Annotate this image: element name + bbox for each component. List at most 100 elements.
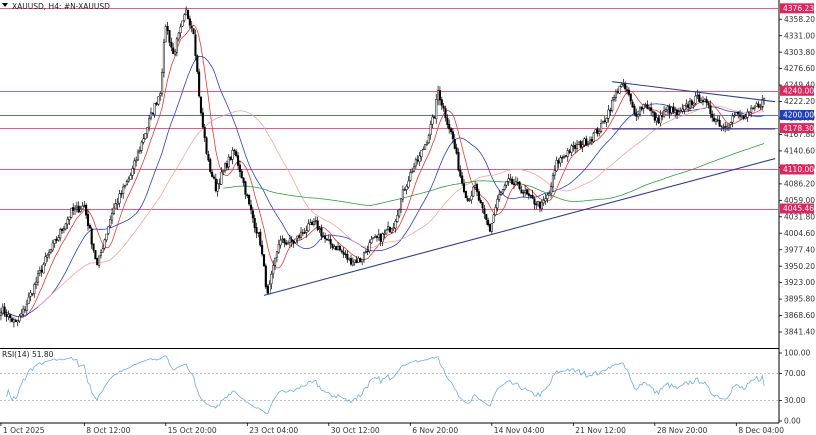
candle-body [566,150,569,157]
price-tick-label: 4086.20 [784,179,815,188]
price-tick-label: 4140.60 [784,147,815,156]
candle-body [283,238,286,244]
candle-body [22,308,25,315]
candle-body [48,251,51,256]
dropdown-triangle-icon[interactable] [2,3,8,7]
candle-body [335,246,338,251]
candle-body [564,155,567,157]
candle-body [594,129,597,133]
candle-body [448,123,451,130]
candle-body [731,115,734,123]
candle-body [633,105,636,115]
candle-body [661,115,664,117]
candle-body [511,178,514,185]
candle-body [557,160,560,164]
candle-body [453,139,456,149]
candle-body [68,216,71,220]
price-tick-label: 4358.20 [784,15,815,24]
candle-body [111,212,114,221]
candle-body [707,102,710,106]
candle-body [487,219,490,226]
candle-body [625,89,629,91]
candle-body [244,181,247,195]
candle-body [742,115,745,119]
candle-body [38,270,41,274]
candle-body [396,215,399,222]
candle-body [144,133,147,139]
candle-body [516,182,519,184]
candle-body [307,223,310,231]
candle-body [581,144,584,148]
candle-body [57,237,60,241]
candle-body [157,96,160,105]
candle-body [112,207,115,214]
candle-body [475,184,479,192]
rsi-tick-label: 100.00 [784,349,810,358]
candle-body [505,181,508,186]
candle-body [603,120,606,123]
candle-body [572,145,575,147]
candle-body [518,181,521,190]
candle-body [479,199,482,204]
candle-body [246,194,249,197]
symbol-header: XAUUSD, H4: #N-XAUUSD [2,2,110,11]
candle-body [140,141,143,151]
candle-body [125,181,128,185]
candle-body [713,117,716,122]
candle-body [418,155,421,162]
candle-body [431,116,434,125]
candle-body [753,106,756,109]
candle-body [218,183,221,185]
ma-mid-line [0,55,765,317]
candle-body [726,126,729,129]
candle-body [288,238,291,243]
candle-body [542,199,545,204]
candle-body [1,306,4,314]
candle-body [309,222,312,225]
candle-body [629,93,632,102]
candle-body [631,101,634,108]
price-tick-label: 3923.00 [784,278,815,287]
candle-body [344,253,347,255]
candle-body [277,243,280,253]
trendlines [263,81,776,296]
candle-body [696,94,699,97]
candle-body [444,108,447,119]
candle-body [735,112,738,116]
candle-body [679,110,682,112]
candle-body [494,207,497,216]
candle-body [199,96,203,114]
candle-body [231,150,234,160]
candle-body [327,239,330,241]
candle-body [61,228,64,231]
candle-body [550,186,553,195]
candle-body [535,203,538,206]
candle-body [685,103,688,106]
candle-body [359,258,362,263]
candle-body [251,210,254,219]
candle-body [648,107,651,109]
candle-body [40,269,43,273]
candle-body [590,139,593,142]
moving-averages [0,24,765,319]
candle-body [44,256,47,264]
candle-body [435,99,438,120]
candle-body [477,191,480,201]
time-tick-label: 28 Nov 20:00 [657,426,708,435]
candle-body [442,105,445,109]
price-tick-label: 3841.40 [784,328,815,337]
candle-body [238,164,241,173]
candle-body [216,183,219,192]
candle-body [105,233,108,241]
candle-body [324,235,327,239]
candle-body [501,189,504,194]
rsi-tick-label: 70.00 [784,369,806,378]
candle-body [31,293,34,295]
level-tag-label: 4178.30 [783,124,814,133]
candle-body [748,111,751,113]
candle-body [10,318,14,322]
candle-body [714,119,717,123]
candle-body [377,233,380,238]
candle-body [7,314,10,318]
